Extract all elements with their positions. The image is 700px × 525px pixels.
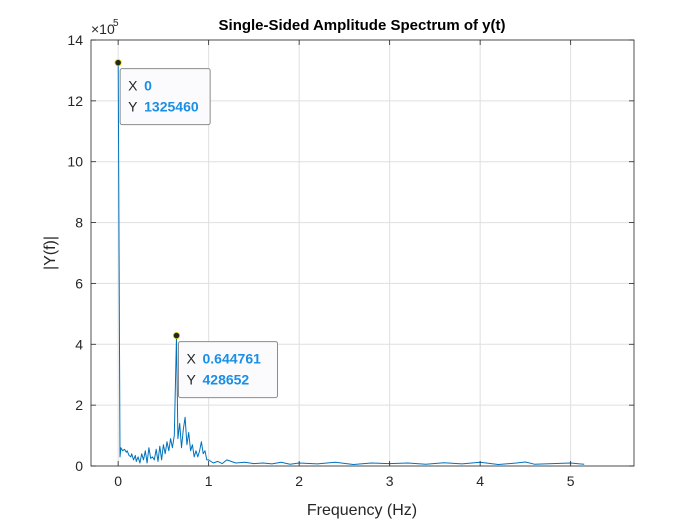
- series-group: [117, 62, 585, 465]
- y-tick-label: 12: [67, 93, 83, 109]
- datatip-x-key: X: [187, 351, 197, 367]
- x-tick-label: 1: [205, 473, 213, 489]
- datatip-x-key: X: [128, 78, 138, 94]
- x-tick-label: 3: [386, 473, 394, 489]
- x-tick-label: 5: [567, 473, 575, 489]
- datatip-x-value: 0: [144, 78, 152, 94]
- x-tick-labels: 0 1 2 3 4 5: [114, 473, 575, 489]
- y-tick-label: 8: [75, 215, 83, 231]
- datatip-marker[interactable]: [114, 59, 122, 67]
- datatip-marker[interactable]: [172, 331, 181, 340]
- x-axis-label: Frequency (Hz): [307, 502, 417, 519]
- y-tick-label: 2: [75, 397, 83, 413]
- x-tick-label: 2: [295, 473, 303, 489]
- datatip[interactable]: X 0Y 1325460: [114, 59, 211, 126]
- tick-marks: [91, 39, 634, 467]
- spectrum-line: [117, 62, 585, 465]
- axes-box: [90, 39, 635, 467]
- datatip-x-value: 0.644761: [203, 351, 262, 367]
- datatip[interactable]: X 0.644761 Y 428652: [172, 331, 279, 399]
- datatip-y-value: 428652: [203, 372, 250, 388]
- y-tick-labels: 0 2 4 6 8 10 12 14: [67, 32, 83, 474]
- y-tick-label: 0: [75, 458, 83, 474]
- y-tick-label: 4: [75, 336, 83, 352]
- exponent-base: ×10: [91, 21, 115, 37]
- y-tick-label: 6: [75, 275, 83, 291]
- datatip-y-key: Y: [128, 99, 138, 115]
- y-tick-label: 14: [67, 32, 83, 48]
- x-tick-label: 0: [114, 473, 122, 489]
- chart-title: Single-Sided Amplitude Spectrum of y(t): [219, 17, 506, 34]
- x-tick-label: 4: [476, 473, 484, 489]
- datatip-y-value: 1325460: [144, 99, 199, 115]
- datatip-box: [178, 341, 279, 399]
- exponent-power: 5: [113, 18, 119, 29]
- y-exponent-label: ×10 5: [91, 18, 119, 37]
- y-axis-label: |Y(f)|: [42, 236, 59, 270]
- datatip-y-key: Y: [187, 372, 197, 388]
- datatip-box: [119, 68, 211, 126]
- y-tick-label: 10: [67, 154, 83, 170]
